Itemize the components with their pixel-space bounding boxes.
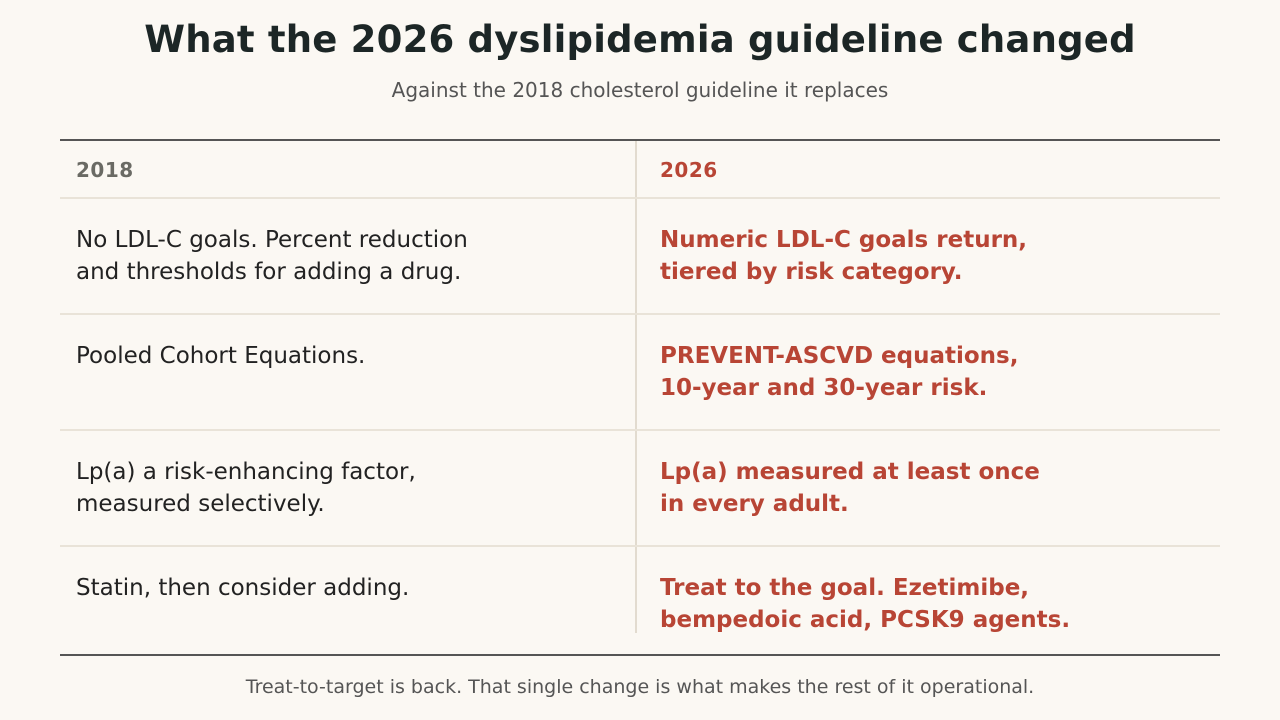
header-2018: 2018	[76, 158, 134, 182]
table-header-row: 2018 2026	[60, 141, 1220, 199]
cell-2026: PREVENT-ASCVD equations, 10-year and 30-…	[660, 343, 1019, 401]
cell-2026: Treat to the goal. Ezetimibe, bempedoic …	[660, 575, 1071, 633]
header-2026: 2026	[660, 158, 718, 182]
table-row: Lp(a) a risk-enhancing factor, measured …	[60, 430, 1220, 547]
cell-2026: Numeric LDL-C goals return, tiered by ri…	[660, 227, 1028, 285]
table-row: No LDL-C goals. Percent reduction and th…	[60, 198, 1220, 315]
comparison-table: 2018 2026 No LDL-C goals. Percent reduct…	[60, 139, 1220, 656]
footer-note: Treat-to-target is back. That single cha…	[245, 676, 1035, 698]
cell-2018: No LDL-C goals. Percent reduction and th…	[76, 227, 468, 285]
table-row: Statin, then consider adding. Treat to t…	[60, 546, 1220, 653]
column-divider	[635, 141, 637, 633]
cell-2026: Lp(a) measured at least once in every ad…	[660, 459, 1040, 517]
cell-2018: Lp(a) a risk-enhancing factor, measured …	[76, 459, 416, 517]
page-subtitle: Against the 2018 cholesterol guideline i…	[391, 78, 889, 102]
cell-2018: Statin, then consider adding.	[76, 575, 410, 601]
cell-2018: Pooled Cohort Equations.	[76, 343, 366, 369]
table-row: Pooled Cohort Equations. PREVENT-ASCVD e…	[60, 314, 1220, 431]
page-title: What the 2026 dyslipidemia guideline cha…	[144, 18, 1136, 61]
